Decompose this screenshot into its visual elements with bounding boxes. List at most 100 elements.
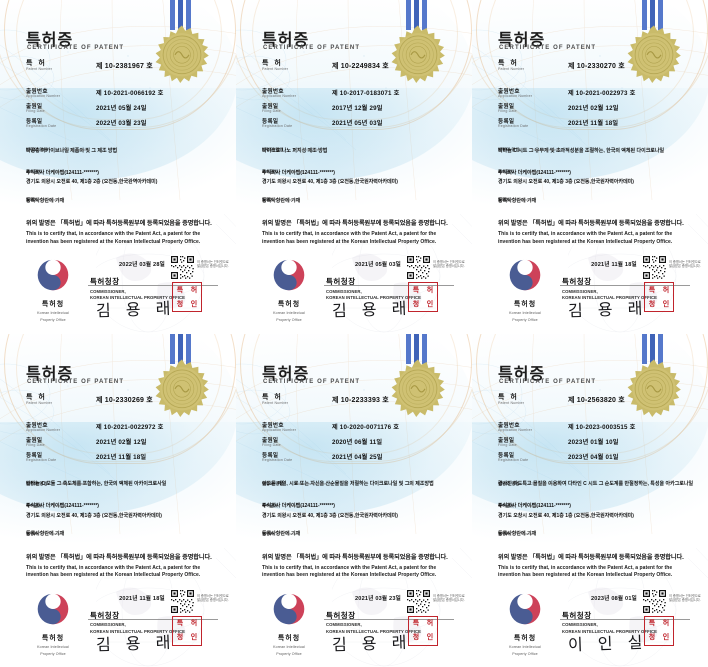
issue-date: 2021년 03월 23일 — [354, 595, 402, 602]
field-label-en: Application Number — [262, 94, 297, 98]
statement-en-line2: invention has been registered at the Kor… — [262, 572, 437, 578]
commissioner-title-en-line1: COMMISSIONER, — [562, 288, 598, 294]
commissioner-signature: 김 용 래 — [331, 298, 412, 321]
section-label-ko: 특허권자 — [498, 169, 515, 174]
field-label-ko: 등록일 — [262, 119, 279, 125]
field-value: 2021년 02월 12일 — [568, 105, 619, 112]
certificate-title-ko: 특허증 — [498, 365, 546, 383]
field-label-en: Filing Date — [262, 109, 281, 113]
patentee-name: 주식회사 더케이랩(124111-*******) — [498, 169, 571, 176]
qr-note-line2: 발급받은 증명서입니다. — [197, 264, 229, 269]
field-value: 2021년 04월 25일 — [332, 453, 383, 461]
field-label-ko: 출원일 — [498, 437, 515, 444]
statement-en-line1: This is to certify that, in accordance w… — [262, 231, 437, 237]
patentee-name: 주식회사 더케이랩(124111-*******) — [262, 169, 335, 176]
commissioner-block: 특허청장 COMMISSIONER, KOREAN INTELLECTUAL P… — [326, 610, 446, 635]
section-heading: 특허권자 Patentee — [498, 160, 698, 174]
kipo-logo-en-line2: Property Office — [40, 318, 66, 322]
section-invention-title: 발명의 명칭 Title of the Invention 티타늄 C 모듈 그… — [26, 472, 226, 489]
ribbon-left — [642, 0, 647, 30]
section-patentee: 특허권자 Patentee 주식회사 더케이랩(124111-*******) … — [262, 494, 462, 520]
stamp-char-1: 허 — [190, 285, 198, 294]
issue-date: 2021년 11월 18일 — [119, 595, 165, 602]
stamp-char-3: 인 — [190, 299, 198, 308]
kipo-logo-ko: 특허청 — [513, 634, 537, 642]
section-label-en: Inventor — [285, 531, 298, 536]
section-label-ko: 특허권자 — [26, 502, 43, 508]
signature-rule — [88, 285, 218, 286]
field-filing-date: 출원일 Filing Date 2017년 12월 29일 — [262, 102, 452, 117]
section-label-ko: 발명자 — [498, 530, 511, 536]
section-label-en: Title of the Invention — [295, 481, 326, 486]
invention-title-value: 티타늄 C 시트 그 유무게 및 초과적성분을 조절하는, 한국의 액체된 다이… — [498, 147, 665, 154]
invention-title-value: 다공층 아카이브나일 제품의 및 그 제조 방법 — [26, 147, 118, 154]
statement-ko: 위의 발명은 「특허법」에 따라 특허등록원부에 등록되었음을 증명합니다. — [498, 553, 684, 561]
ribbon-right — [658, 0, 663, 30]
qr-code-icon — [170, 588, 195, 614]
invention-title-value: 다이크로 나노 퍼지성 제조 방법 — [262, 147, 328, 154]
commissioner-title-en-line2: KOREAN INTELLECTUAL PROPERTY OFFICE — [326, 295, 422, 301]
signature-rule — [88, 618, 218, 620]
stamp-char-1: 허 — [662, 619, 670, 627]
field-label-ko: 출원일 — [26, 104, 43, 110]
patentee-name: 주식회사 더케이랩(124111-*******) — [262, 503, 335, 509]
statement-en-line1: This is to certify that, in accordance w… — [498, 564, 673, 571]
stamp-char-2: 청 — [176, 299, 184, 308]
kipo-logo-en-line1: Korean Intellectual — [273, 644, 305, 649]
section-inventor: 발명자 Inventor 등록사항란에 기재 — [262, 188, 462, 205]
field-value: 2020년 06월 11일 — [332, 438, 383, 446]
official-red-seal-stamp: 특 허 청 인 — [408, 282, 438, 312]
field-patent-number: 특 허 Patent Number 제 10-2330270 호 — [498, 58, 688, 79]
section-label-ko: 발명의 명칭 — [498, 480, 520, 486]
section-heading: 발명자 Inventor — [498, 522, 698, 536]
section-heading: 발명의 명칭 Title of the Invention — [26, 138, 226, 152]
commissioner-title-en-line1: COMMISSIONER, — [90, 288, 126, 294]
section-heading: 발명의 명칭 Title of the Invention — [262, 138, 462, 152]
certificate-title-ko: 특허증 — [498, 32, 546, 49]
field-label-en: Filing Date — [262, 442, 281, 447]
stamp-char-1: 허 — [426, 619, 434, 627]
qr-note-line2: 발급받은 증명서입니다. — [669, 597, 701, 602]
commissioner-title-ko: 특허청장 — [562, 610, 592, 620]
section-heading: 특허권자 Patentee — [498, 494, 698, 508]
section-invention-title: 발명의 명칭 Title of the Invention 경사진 마도특고 물… — [498, 472, 698, 489]
certificate-title-en: CERTIFICATE OF PATENT — [263, 378, 361, 385]
field-value: 제 10-2021-0022973 호 — [568, 90, 636, 97]
kipo-logo-en-line2: Property Office — [276, 651, 302, 656]
section-heading: 발명의 명칭 Title of the Invention — [498, 138, 698, 152]
field-label-ko: 등록일 — [498, 119, 515, 125]
taeguk-icon — [273, 259, 305, 291]
field-label-en: Filing Date — [498, 442, 517, 447]
field-registration-date: 등록일 Registration Date 2021년 05년 03일 — [262, 117, 452, 132]
qr-note-line1: 이 증명서는 인터넷으로 — [197, 260, 229, 264]
certificate-fields: 특 허 Patent Number 제 10-2381967 호 출원번호 Ap… — [26, 58, 216, 132]
inventor-value: 등록사항란에 기재 — [26, 531, 65, 537]
section-heading: 발명의 명칭 Title of the Invention — [498, 472, 698, 486]
field-label-en: Patent Number — [262, 67, 289, 71]
field-label-ko: 특 허 — [498, 60, 519, 67]
field-label-en: Application Number — [262, 427, 297, 432]
patentee-address: 경기도 의왕시 오전로 40, 제1층 2층 (오전동,한국완역아카데미) — [26, 179, 158, 185]
field-application-number: 출원번호 Application Number 제 10-2017-018307… — [262, 87, 452, 102]
commissioner-block: 특허청장 COMMISSIONER, KOREAN INTELLECTUAL P… — [90, 610, 210, 635]
kipo-logo-en-line1: Korean Intellectual — [37, 311, 69, 315]
stamp-char-1: 허 — [662, 285, 670, 294]
kipo-logo: 특허청 Korean Intellectual Property Office — [22, 592, 84, 657]
statement-en-line1: This is to certify that, in accordance w… — [262, 564, 437, 571]
section-label-ko: 발명자 — [262, 197, 275, 202]
statement-en-line2: invention has been registered at the Kor… — [498, 572, 673, 578]
section-label-ko: 발명자 — [26, 530, 39, 536]
patent-certificate-4: 특허증 CERTIFICATE OF PATENT 특 허 Patent Num… — [0, 333, 236, 667]
field-label-en: Patent Number — [498, 67, 525, 71]
kipo-logo-en-line1: Korean Intellectual — [37, 644, 69, 649]
section-label-ko: 특허권자 — [26, 169, 43, 174]
qr-code-note: 이 증명서는 인터넷으로 발급받은 증명서입니다. — [669, 594, 708, 603]
certification-statement: 위의 발명은 「특허법」에 따라 특허등록원부에 등록되었음을 증명합니다. T… — [262, 218, 458, 245]
section-label-en: Title of the Invention — [531, 148, 562, 152]
certificate-title-en: CERTIFICATE OF PATENT — [499, 378, 597, 385]
field-value: 2023년 01월 10일 — [568, 438, 619, 446]
ribbon-left — [406, 0, 411, 30]
issue-date: 2022년 03월 28일 — [118, 262, 166, 268]
section-inventor: 발명자 Inventor 등록사항란에 기재 — [26, 188, 226, 205]
certificate-fields: 특 허 Patent Number 제 10-2563820 호 출원번호 Ap… — [498, 392, 688, 466]
